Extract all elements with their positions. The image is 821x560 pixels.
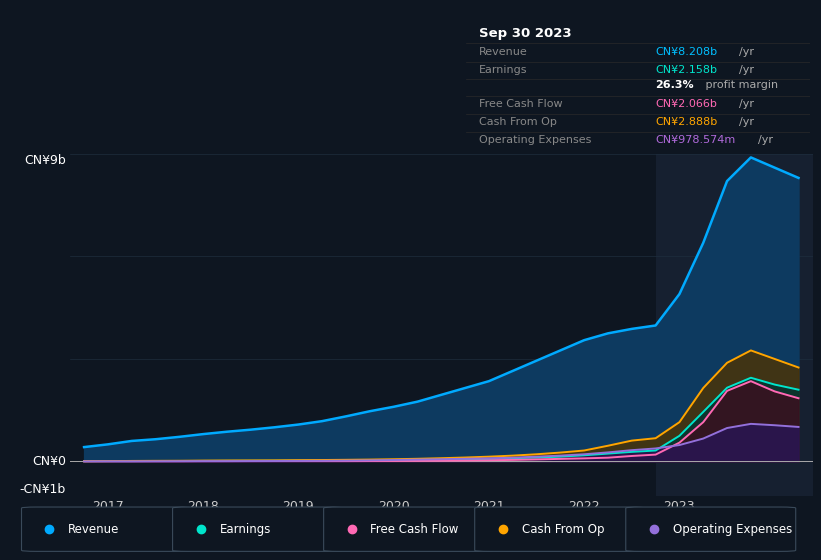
Text: Cash From Op: Cash From Op [521, 522, 604, 536]
Text: Revenue: Revenue [68, 522, 120, 536]
FancyBboxPatch shape [475, 507, 644, 552]
Text: CN¥2.888b: CN¥2.888b [655, 117, 718, 127]
Text: CN¥2.066b: CN¥2.066b [655, 99, 717, 109]
FancyBboxPatch shape [172, 507, 342, 552]
Text: Earnings: Earnings [219, 522, 271, 536]
Text: CN¥978.574m: CN¥978.574m [655, 135, 736, 145]
Text: Free Cash Flow: Free Cash Flow [370, 522, 459, 536]
Text: profit margin: profit margin [702, 80, 777, 90]
Text: CN¥8.208b: CN¥8.208b [655, 47, 718, 57]
Text: CN¥9b: CN¥9b [25, 154, 66, 167]
Text: Operating Expenses: Operating Expenses [672, 522, 791, 536]
Bar [656, 154, 813, 496]
Text: /yr: /yr [739, 65, 754, 75]
Text: CN¥2.158b: CN¥2.158b [655, 65, 718, 75]
Text: 26.3%: 26.3% [655, 80, 694, 90]
Text: /yr: /yr [739, 99, 754, 109]
FancyBboxPatch shape [21, 507, 191, 552]
Text: /yr: /yr [739, 47, 754, 57]
Text: Free Cash Flow: Free Cash Flow [479, 99, 563, 109]
Text: Cash From Op: Cash From Op [479, 117, 557, 127]
Text: /yr: /yr [758, 135, 773, 145]
Text: /yr: /yr [739, 117, 754, 127]
Text: Revenue: Revenue [479, 47, 528, 57]
Text: Operating Expenses: Operating Expenses [479, 135, 592, 145]
Text: Earnings: Earnings [479, 65, 528, 75]
FancyBboxPatch shape [626, 507, 796, 552]
Text: -CN¥1b: -CN¥1b [20, 483, 66, 496]
Text: CN¥0: CN¥0 [32, 455, 66, 468]
Text: Sep 30 2023: Sep 30 2023 [479, 27, 572, 40]
FancyBboxPatch shape [323, 507, 493, 552]
